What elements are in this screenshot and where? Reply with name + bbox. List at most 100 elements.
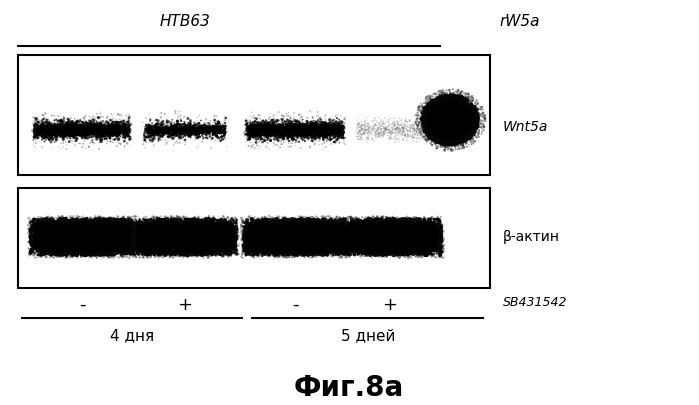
Point [419,243,431,249]
Point [440,101,452,107]
Point [431,128,442,134]
Point [268,235,279,241]
Point [333,243,345,249]
Point [432,124,443,130]
Point [430,229,441,236]
Point [470,117,482,124]
Point [55,126,66,132]
Point [355,232,366,239]
Point [95,236,106,243]
Point [296,232,307,239]
Point [115,126,127,132]
Point [401,222,412,229]
Point [146,239,157,245]
Point [285,234,296,240]
Point [317,233,329,239]
Point [280,235,291,241]
Point [296,129,308,136]
Point [264,135,275,141]
Point [319,230,331,236]
Point [69,128,80,135]
Point [177,241,188,247]
Point [415,224,426,230]
Point [65,243,76,249]
Point [36,231,47,237]
Point [178,227,189,233]
Point [103,226,114,232]
Point [308,234,319,241]
Point [73,224,84,231]
Point [160,230,171,237]
Point [382,233,393,240]
Point [410,217,421,224]
Point [301,241,312,247]
Point [360,241,371,247]
Point [259,131,270,137]
Point [384,242,395,249]
Point [377,239,389,245]
Point [30,238,41,245]
Point [210,241,221,247]
Point [372,247,383,254]
Point [159,248,170,255]
Point [361,240,373,246]
Point [382,230,393,236]
Point [85,241,96,248]
Point [451,124,462,130]
Point [211,232,222,238]
Point [415,224,426,230]
Point [62,235,73,242]
Point [79,228,90,234]
Point [423,239,434,245]
Point [422,238,433,245]
Point [289,250,300,257]
Point [377,226,388,232]
Point [439,115,450,122]
Point [171,234,182,241]
Point [463,121,474,127]
Point [440,122,452,129]
Point [408,227,419,234]
Point [61,128,72,135]
Point [438,124,449,131]
Point [280,129,291,136]
Point [194,231,206,237]
Point [166,122,177,128]
Point [145,249,156,255]
Point [265,238,276,245]
Point [384,243,395,249]
Point [370,235,381,241]
Point [401,242,412,248]
Point [162,138,173,144]
Point [390,241,401,248]
Point [398,129,410,136]
Point [199,240,210,246]
Point [129,251,140,257]
Point [169,232,180,239]
Point [100,245,111,252]
Point [326,237,338,244]
Point [82,243,93,249]
Point [90,232,101,239]
Point [189,233,200,240]
Point [286,248,297,254]
Point [283,231,294,237]
Point [382,229,394,235]
Point [161,235,173,242]
Point [267,223,278,230]
Point [212,231,223,238]
Point [447,127,458,133]
Point [92,246,103,253]
Point [405,236,416,242]
Point [291,242,303,249]
Point [173,243,185,249]
Point [79,222,90,228]
Point [370,227,382,234]
Point [173,233,184,240]
Point [71,221,82,228]
Point [54,224,65,231]
Point [129,240,140,246]
Point [160,247,171,254]
Point [88,125,99,131]
Point [351,128,362,134]
